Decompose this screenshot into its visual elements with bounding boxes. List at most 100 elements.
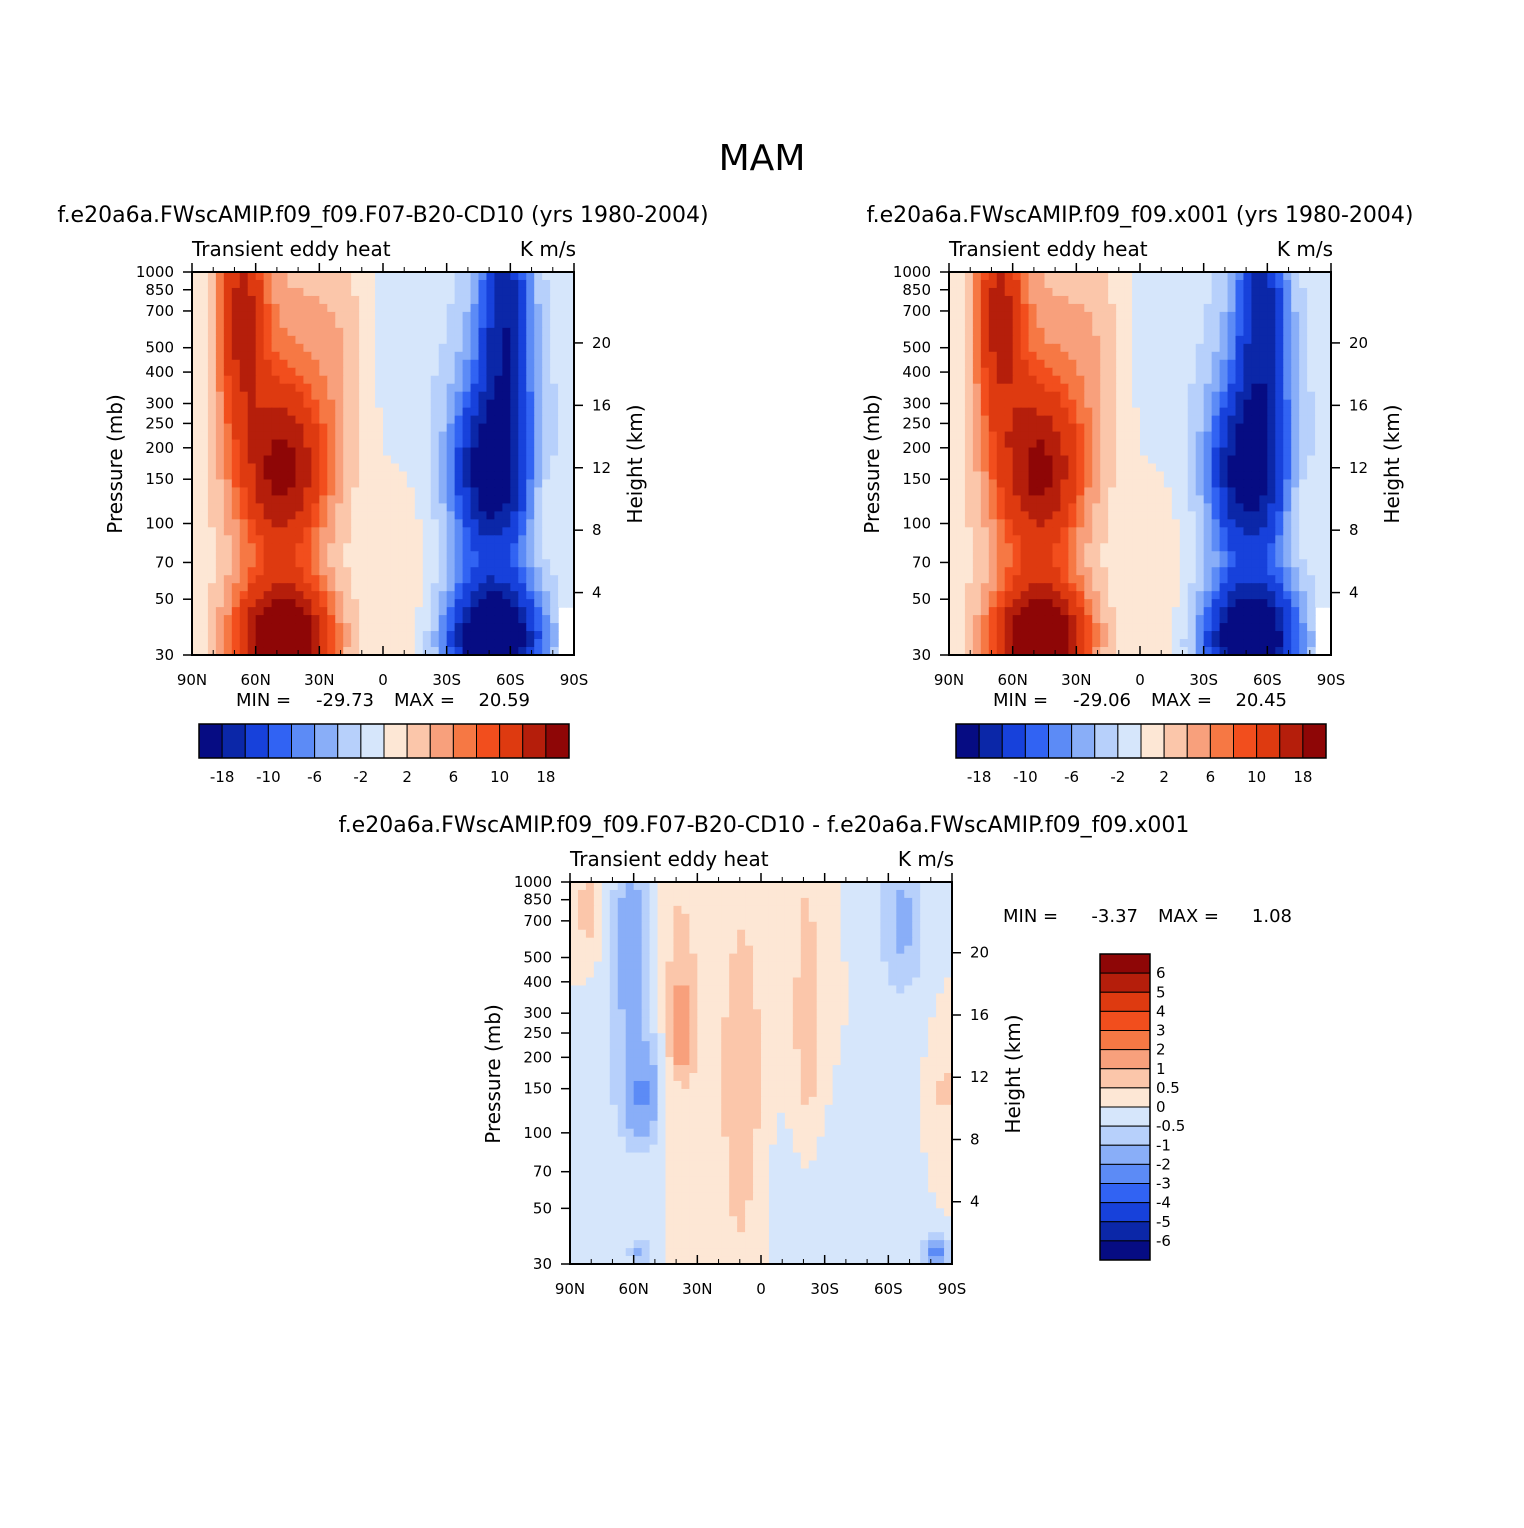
contour-cell: [769, 882, 778, 891]
contour-cell: [1172, 288, 1181, 297]
contour-cell: [240, 615, 249, 624]
contour-cell: [510, 296, 519, 305]
contour-cell: [502, 416, 511, 425]
colorbar-swatch: [1049, 724, 1072, 758]
contour-cell: [1307, 304, 1316, 313]
contour-cell: [1243, 511, 1252, 520]
contour-cell: [542, 344, 551, 353]
contour-cell: [447, 328, 456, 337]
contour-cell: [1156, 416, 1165, 425]
contour-cell: [1156, 304, 1165, 313]
contour-cell: [1084, 464, 1093, 473]
colorbar-label: 18: [536, 768, 555, 786]
contour-cell: [1076, 623, 1085, 632]
contour-cell: [1084, 384, 1093, 393]
contour-cell: [981, 623, 990, 632]
contour-cell: [1068, 623, 1077, 632]
contour-cell: [1076, 479, 1085, 488]
contour-cell: [1172, 408, 1181, 417]
x-tick-label: 30S: [1189, 671, 1218, 689]
contour-cell: [391, 368, 400, 377]
contour-cell: [1172, 272, 1181, 281]
contour-cell: [192, 464, 201, 473]
contour-cell: [981, 503, 990, 512]
contour-cell: [550, 543, 559, 552]
contour-cell: [989, 503, 998, 512]
contour-cell: [295, 312, 304, 321]
contour-cell: [343, 567, 352, 576]
contour-cell: [479, 535, 488, 544]
contour-cell: [949, 384, 958, 393]
contour-cell: [439, 424, 448, 433]
contour-cell: [295, 424, 304, 433]
contour-cell: [455, 352, 464, 361]
contour-cell: [1307, 400, 1316, 409]
contour-cell: [973, 352, 982, 361]
contour-cell: [1084, 631, 1093, 640]
contour-cell: [1148, 296, 1157, 305]
contour-cell: [295, 639, 304, 648]
contour-cell: [1132, 440, 1141, 449]
contour-cell: [1196, 464, 1205, 473]
contour-cell: [391, 408, 400, 417]
contour-cell: [558, 416, 567, 425]
contour-cell: [264, 368, 273, 377]
contour-cell: [1132, 376, 1141, 385]
contour-cell: [248, 376, 257, 385]
contour-cell: [1212, 360, 1221, 369]
contour-cell: [407, 280, 416, 289]
min-label: MIN =: [993, 690, 1048, 711]
contour-cell: [1283, 376, 1292, 385]
contour-cell: [367, 352, 376, 361]
contour-cell: [1068, 559, 1077, 568]
contour-cell: [1275, 559, 1284, 568]
contour-cell: [721, 906, 730, 915]
contour-cell: [1005, 280, 1014, 289]
contour-cell: [981, 312, 990, 321]
contour-cell: [502, 599, 511, 608]
contour-cell: [1315, 551, 1324, 560]
contour-cell: [375, 384, 384, 393]
contour-cell: [1283, 511, 1292, 520]
contour-cell: [248, 631, 257, 640]
contour-cell: [1005, 424, 1014, 433]
contour-cell: [494, 456, 503, 465]
contour-cell: [1283, 607, 1292, 616]
contour-cell: [1196, 312, 1205, 321]
contour-cell: [335, 495, 344, 504]
contour-cell: [415, 368, 424, 377]
contour-cell: [594, 890, 603, 899]
contour-cell: [224, 591, 233, 600]
contour-cell: [965, 312, 974, 321]
contour-cell: [295, 336, 304, 345]
contour-cell: [439, 511, 448, 520]
contour-cell: [1243, 280, 1252, 289]
contour-cell: [447, 320, 456, 329]
contour-cell: [526, 639, 535, 648]
contour-cell: [1236, 280, 1245, 289]
contour-cell: [264, 432, 273, 441]
contour-cell: [872, 890, 881, 899]
contour-cell: [1021, 591, 1030, 600]
contour-cell: [1005, 599, 1014, 608]
contour-cell: [1037, 551, 1046, 560]
contour-cell: [1124, 344, 1133, 353]
contour-cell: [1052, 360, 1061, 369]
contour-cell: [1275, 511, 1284, 520]
contour-cell: [1180, 296, 1189, 305]
contour-cell: [1140, 352, 1149, 361]
contour-cell: [415, 551, 424, 560]
contour-cell: [471, 360, 480, 369]
contour-cell: [1315, 599, 1324, 608]
contour-cell: [415, 599, 424, 608]
contour-cell: [1315, 559, 1324, 568]
contour-cell: [192, 495, 201, 504]
contour-cell: [351, 360, 360, 369]
contour-cell: [542, 543, 551, 552]
contour-cell: [1196, 344, 1205, 353]
contour-cell: [550, 272, 559, 281]
contour-cell: [1076, 639, 1085, 648]
contour-cell: [1196, 479, 1205, 488]
contour-cell: [288, 352, 297, 361]
contour-cell: [431, 535, 440, 544]
